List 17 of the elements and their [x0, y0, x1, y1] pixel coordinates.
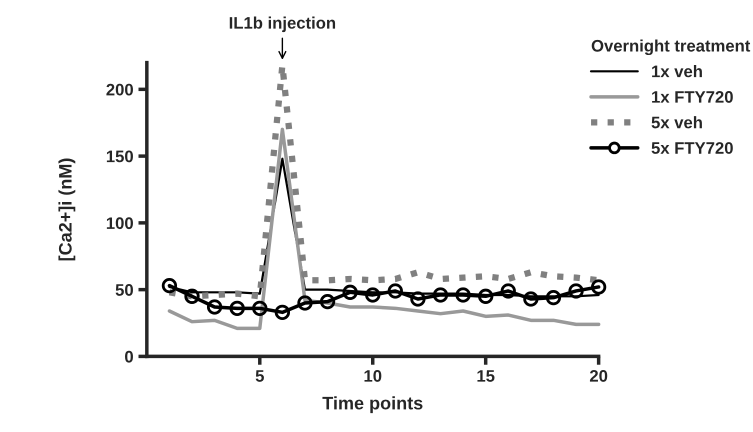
legend-label: 5x FTY720 — [652, 142, 733, 154]
y-tick-label: 100 — [106, 217, 133, 230]
x-tick-label: 20 — [590, 370, 608, 382]
y-tick-label: 0 — [125, 350, 133, 363]
x-tick-label: 10 — [364, 370, 382, 382]
y-tick-label: 50 — [116, 284, 133, 296]
y-axis-title: [Ca2+]i (nM) — [58, 158, 76, 260]
legend-title: Overnight treatment — [592, 39, 750, 56]
x-tick-label: 15 — [477, 370, 494, 382]
y-tick-label: 150 — [106, 150, 133, 162]
y-tick-label: 200 — [106, 84, 133, 96]
legend-label: 5x veh — [652, 116, 702, 128]
x-tick-label: 5 — [256, 370, 264, 382]
legend-label: 1x FTY720 — [652, 91, 733, 103]
legend-label: 1x veh — [652, 65, 702, 78]
x-axis-title: Time points — [322, 396, 422, 414]
text: IL1b injection — [230, 16, 336, 32]
